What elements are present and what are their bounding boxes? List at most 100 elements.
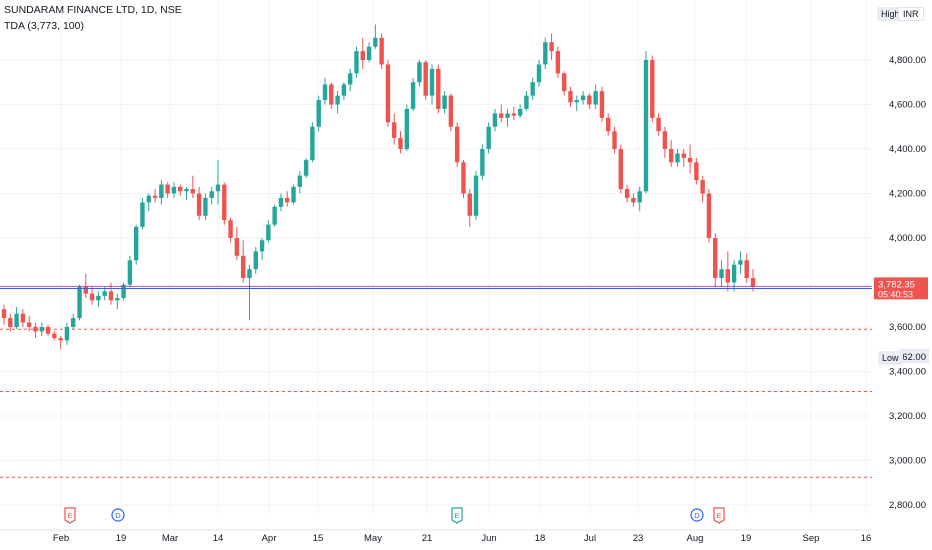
candle-body (329, 84, 334, 105)
candle-body (524, 95, 529, 109)
candle-body (404, 108, 410, 149)
candle-body (77, 286, 82, 319)
candle-body (71, 318, 76, 327)
candle-body (461, 162, 466, 194)
candle-body (115, 298, 120, 301)
candle-body (587, 95, 592, 105)
candle-body (196, 193, 202, 216)
countdown-value: 05:40:53 (878, 289, 913, 299)
candle-body (398, 137, 403, 149)
candle-body (341, 84, 347, 96)
currency-button[interactable]: INR (898, 7, 924, 21)
candle-body (26, 322, 32, 327)
candle-body (215, 184, 221, 192)
low-value: 3,462.00 (889, 352, 926, 363)
candle-body (731, 264, 737, 283)
y-tick-label: 3,600.00 (889, 322, 926, 333)
candle-body (64, 327, 70, 341)
candle-body (228, 220, 233, 238)
candle-body (266, 224, 271, 241)
candle-body (618, 149, 624, 190)
candle-body (713, 238, 718, 279)
x-tick-label: Mar (162, 533, 178, 544)
candle-body (486, 126, 491, 149)
x-tick-label: Sep (803, 533, 820, 544)
candle-body (297, 175, 303, 187)
candle-body (561, 73, 567, 92)
last-price-tag (874, 277, 928, 300)
candle-body (593, 91, 598, 105)
candle-body (278, 197, 284, 207)
candle-body (127, 260, 133, 285)
candle-body (429, 68, 435, 96)
candle-body (606, 117, 611, 132)
candle-body (536, 64, 542, 83)
candle-body (555, 51, 561, 74)
high-button[interactable]: High (877, 7, 904, 21)
candle-body (417, 62, 422, 83)
candle-body (650, 60, 655, 118)
candle-body (505, 113, 510, 118)
candle-body (259, 240, 265, 252)
candle-body (310, 126, 315, 161)
earnings-marker (451, 507, 463, 524)
candle-body (744, 260, 749, 279)
candle-body (373, 37, 378, 47)
candle-body (20, 313, 26, 323)
candle-body (681, 153, 686, 158)
indicator-label[interactable]: TDA (3,773, 100) (4, 20, 84, 32)
x-tick-label: Feb (53, 533, 69, 544)
candle-body (291, 186, 296, 203)
candle-body (568, 91, 573, 103)
candle-body (392, 122, 397, 138)
candle-body (410, 82, 416, 109)
y-tick-label: 3,200.00 (889, 411, 926, 422)
earnings-marker (64, 507, 76, 524)
x-tick-label: 19 (116, 533, 127, 544)
y-tick-label: 3,000.00 (889, 456, 926, 467)
event-marker-letter: D (694, 511, 700, 520)
candle-body (687, 157, 693, 163)
y-tick-label: 4,800.00 (889, 55, 926, 66)
candle-body (442, 95, 447, 109)
candle-body (694, 162, 699, 181)
candle-body (335, 95, 340, 105)
candle-body (152, 195, 158, 198)
candle-body (612, 131, 617, 149)
candle-body (480, 149, 485, 176)
candle-body (599, 91, 605, 118)
event-marker-letter: D (115, 511, 121, 520)
event-marker-letter: E (454, 511, 459, 520)
candle-body (499, 113, 504, 118)
x-tick-label: 19 (741, 533, 752, 544)
candle-body (624, 189, 630, 198)
x-tick-label: 15 (313, 533, 324, 544)
candle-body (719, 269, 724, 279)
x-tick-label: 23 (633, 533, 644, 544)
candle-body (656, 117, 661, 132)
y-tick-label: 4,600.00 (889, 100, 926, 111)
candle-body (58, 338, 63, 341)
candle-body (240, 255, 246, 279)
candle-body (190, 189, 196, 194)
candle-body (178, 186, 183, 192)
candle-body (89, 293, 95, 301)
candle-body (33, 327, 38, 332)
y-tick-label: 4,000.00 (889, 233, 926, 244)
x-tick-label: 18 (535, 533, 546, 544)
candle-body (511, 113, 517, 116)
candle-body (473, 175, 479, 216)
chart-title: SUNDARAM FINANCE LTD, 1D, NSE (4, 4, 182, 16)
candle-body (448, 95, 454, 127)
y-tick-label: 4,400.00 (889, 144, 926, 155)
candle-body (574, 100, 579, 103)
candle-body (706, 193, 712, 238)
candle-body (750, 278, 756, 287)
candle-body (52, 333, 57, 339)
candle-body (316, 100, 321, 127)
candle-body (385, 64, 391, 123)
candle-body (530, 82, 535, 96)
candle-body (354, 51, 359, 74)
